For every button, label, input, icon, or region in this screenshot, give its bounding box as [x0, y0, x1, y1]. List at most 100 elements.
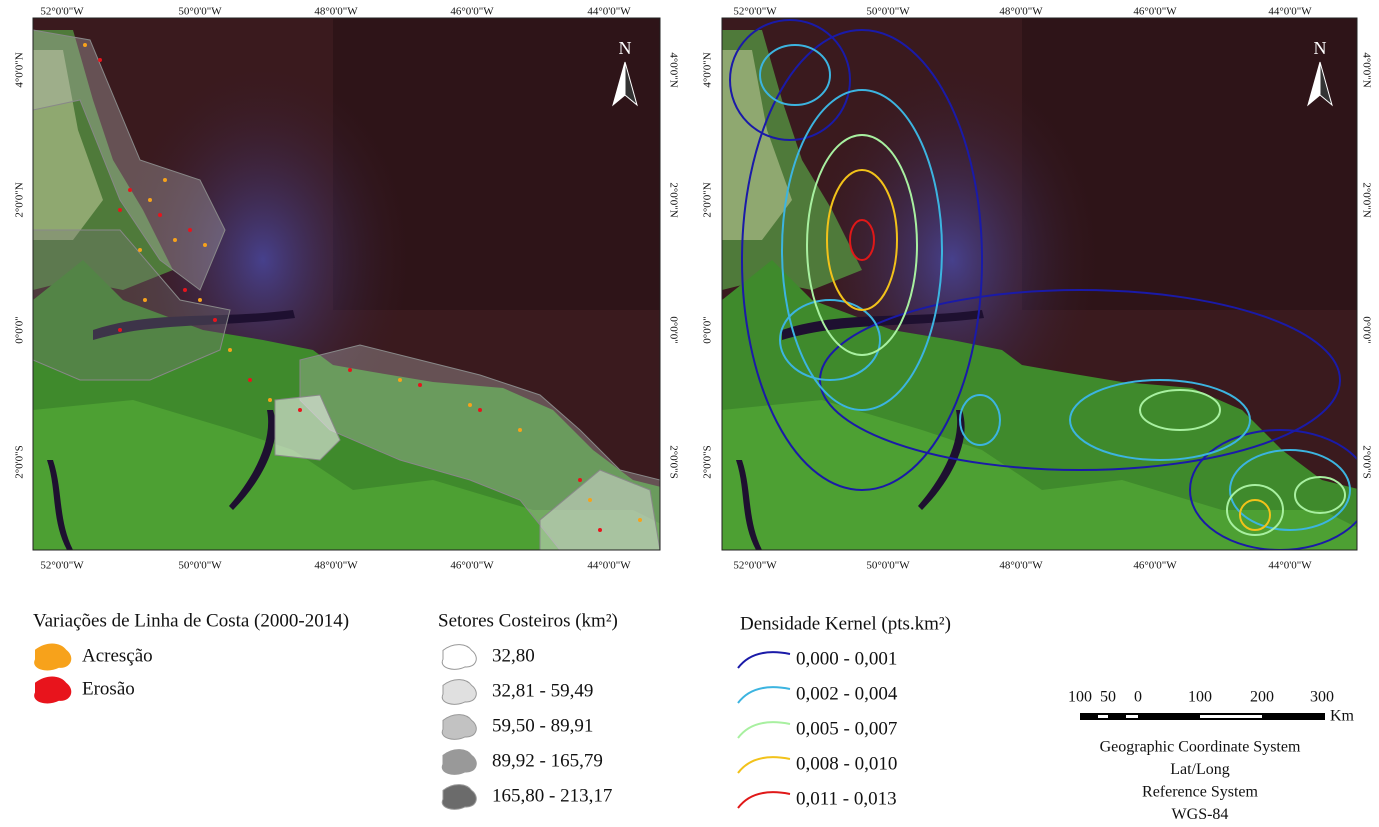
lon-label: 52°0'0"W: [40, 560, 84, 572]
legend-swatch: [442, 750, 476, 775]
lat-label: 2°0'0"S: [1360, 445, 1372, 479]
lon-label: 52°0'0"W: [40, 6, 84, 18]
legend-label: 165,80 - 213,17: [492, 785, 612, 806]
shoreline-point: [598, 528, 602, 532]
lon-label: 44°0'0"W: [1268, 6, 1312, 18]
shoreline-point: [228, 348, 232, 352]
shoreline-point: [268, 398, 272, 402]
lon-label: 48°0'0"W: [999, 6, 1043, 18]
lon-label: 44°0'0"W: [1268, 560, 1312, 572]
lat-label: 4°0'0"N: [667, 52, 679, 87]
lat-label: 2°0'0"S: [667, 445, 679, 479]
lat-label: 0°0'0": [667, 316, 679, 343]
lat-label: 2°0'0"N: [14, 182, 26, 217]
lat-label: 0°0'0": [1360, 316, 1372, 343]
legend-swatch: [34, 643, 71, 670]
lon-label: 48°0'0"W: [314, 560, 358, 572]
legend-label: 89,92 - 165,79: [492, 750, 603, 771]
scale-bar-segment: [1098, 715, 1108, 718]
figure: Variações de Linha de Costa (2000-2014) …: [0, 0, 1379, 827]
coordinate-system: Reference System: [1142, 784, 1259, 801]
legend-swatch: [442, 680, 476, 705]
legend-swatch: [442, 645, 476, 670]
shoreline-point: [163, 178, 167, 182]
lat-label: 0°0'0": [14, 316, 26, 343]
shoreline-point: [183, 288, 187, 292]
shoreline-point: [518, 428, 522, 432]
legend-swatch: [34, 676, 71, 703]
legend-swatch: [442, 785, 476, 810]
shoreline-point: [203, 243, 207, 247]
legend-label: 32,81 - 59,49: [492, 680, 593, 701]
shoreline-point: [83, 43, 87, 47]
legend-label: 59,50 - 89,91: [492, 715, 593, 736]
scale-tick-label: 0: [1134, 689, 1142, 706]
shoreline-point: [298, 408, 302, 412]
shoreline-point: [348, 368, 352, 372]
scale-tick-label: 100: [1068, 689, 1092, 706]
shoreline-point: [118, 328, 122, 332]
scale-unit: Km: [1330, 708, 1355, 725]
legend-swatch: [738, 792, 790, 808]
scale-tick-label: 300: [1310, 689, 1334, 706]
legend-swatch: [442, 715, 476, 740]
shoreline-point: [638, 518, 642, 522]
shoreline-point: [418, 383, 422, 387]
legend-title: Setores Costeiros (km²): [438, 610, 618, 631]
shoreline-point: [478, 408, 482, 412]
lat-label: 2°0'0"N: [702, 182, 714, 217]
legend-swatch: [738, 652, 790, 668]
scale-bar-segment: [1126, 715, 1138, 718]
shoreline-point: [468, 403, 472, 407]
map-left: [33, 10, 673, 550]
shoreline-point: [398, 378, 402, 382]
legend-label: 0,008 - 0,010: [796, 753, 897, 774]
lon-label: 46°0'0"W: [1133, 6, 1177, 18]
shoreline-point: [188, 228, 192, 232]
shoreline-point: [578, 478, 582, 482]
lon-label: 46°0'0"W: [1133, 560, 1177, 572]
legend-label: 0,002 - 0,004: [796, 683, 898, 704]
shoreline-point: [143, 298, 147, 302]
lon-label: 50°0'0"W: [178, 6, 222, 18]
lat-label: 2°0'0"N: [667, 182, 679, 217]
lon-label: 50°0'0"W: [178, 560, 222, 572]
map-right: [722, 10, 1370, 550]
shoreline-point: [118, 208, 122, 212]
lon-label: 44°0'0"W: [587, 6, 631, 18]
shoreline-point: [98, 58, 102, 62]
legend-label: 0,000 - 0,001: [796, 648, 897, 669]
legend-label: 32,80: [492, 645, 535, 666]
legend-title: Densidade Kernel (pts.km²): [740, 613, 951, 634]
north-label: N: [619, 38, 632, 58]
lat-label: 0°0'0": [702, 316, 714, 343]
lat-label: 4°0'0"N: [702, 52, 714, 87]
lon-label: 46°0'0"W: [450, 6, 494, 18]
scale-tick-label: 50: [1100, 689, 1116, 706]
lat-label: 4°0'0"N: [1360, 52, 1372, 87]
coordinate-system: Geographic Coordinate System: [1100, 739, 1301, 756]
legend-swatch: [738, 687, 790, 703]
lon-label: 52°0'0"W: [733, 6, 777, 18]
coordinate-system: WGS-84: [1172, 806, 1229, 823]
lat-label: 4°0'0"N: [14, 52, 26, 87]
lon-label: 50°0'0"W: [866, 6, 910, 18]
lon-label: 44°0'0"W: [587, 560, 631, 572]
shoreline-point: [138, 248, 142, 252]
legend-label: Acresção: [82, 645, 153, 666]
legend-swatch: [738, 757, 790, 773]
legend-label: 0,011 - 0,013: [796, 788, 897, 809]
shoreline-point: [173, 238, 177, 242]
lon-label: 50°0'0"W: [866, 560, 910, 572]
shoreline-point: [248, 378, 252, 382]
legend-title: Variações de Linha de Costa (2000-2014): [33, 610, 349, 631]
legend-label: Erosão: [82, 678, 135, 699]
shoreline-point: [198, 298, 202, 302]
scale-bar-segment: [1200, 715, 1262, 718]
legend-label: 0,005 - 0,007: [796, 718, 897, 739]
lon-label: 48°0'0"W: [314, 6, 358, 18]
lon-label: 52°0'0"W: [733, 560, 777, 572]
shoreline-point: [128, 188, 132, 192]
coordinate-system: Lat/Long: [1170, 761, 1230, 778]
lon-label: 46°0'0"W: [450, 560, 494, 572]
